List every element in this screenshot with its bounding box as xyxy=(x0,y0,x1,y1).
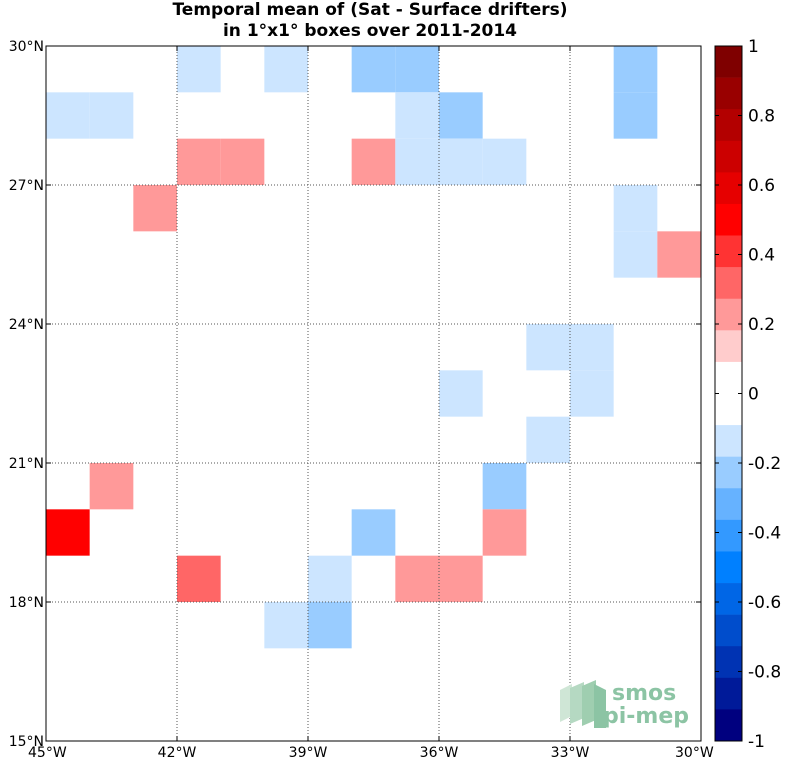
colorbar-bin xyxy=(715,583,742,615)
heatmap-cell xyxy=(482,138,527,185)
heatmap-cell xyxy=(177,46,221,93)
heatmap-cell xyxy=(482,509,527,556)
colorbar-bin xyxy=(715,140,742,173)
colorbar-bin xyxy=(715,109,742,142)
heatmap-cell xyxy=(613,185,658,232)
heatmap-cell xyxy=(351,138,396,185)
heatmap-cell xyxy=(482,463,527,510)
x-axis: 45°W 42°W 39°W 36°W 33°W 30°W xyxy=(28,46,714,760)
colorbar-bin xyxy=(715,425,742,457)
colorbar-tick-label: 0 xyxy=(748,385,759,405)
plot-frame xyxy=(45,45,702,742)
colorbar-tick-label: 0.6 xyxy=(748,176,775,196)
heatmap-cell xyxy=(264,46,308,93)
heatmap-cell xyxy=(439,92,483,139)
y-tick-label: 24°N xyxy=(9,317,44,333)
colorbar-bin xyxy=(715,267,742,300)
smos-pimep-logo: smos pi-mep xyxy=(560,680,689,729)
heatmap-cell xyxy=(46,92,90,139)
y-tick-label: 27°N xyxy=(9,178,44,194)
colorbar-bin xyxy=(715,519,742,552)
x-tick-label: 42°W xyxy=(158,745,197,760)
chart-subtitle: in 1°x1° boxes over 2011-2014 xyxy=(222,21,518,41)
colorbar-bin xyxy=(715,172,742,205)
colorbar-bin xyxy=(715,488,742,521)
logo-icon xyxy=(560,680,606,728)
heatmap-cell xyxy=(264,602,308,649)
heatmap-cell xyxy=(613,231,658,278)
chart-title: Temporal mean of (Sat - Surface drifters… xyxy=(172,0,568,20)
heatmap-cell xyxy=(439,138,483,185)
colorbar-bin xyxy=(715,361,742,394)
heatmap-cell xyxy=(133,185,177,232)
y-tick-label: 18°N xyxy=(9,595,44,611)
colorbar-bin xyxy=(715,456,742,489)
colorbar-tick-label: -0.8 xyxy=(748,663,781,683)
y-axis: 15°N 18°N 21°N 24°N 27°N 30°N xyxy=(9,39,701,750)
heatmap-cell xyxy=(613,92,658,139)
heatmap-cell xyxy=(439,555,483,602)
heatmap-cell xyxy=(220,138,265,185)
x-tick-label: 33°W xyxy=(551,745,590,760)
colorbar-tick-label: 0.4 xyxy=(748,246,775,266)
heatmap-cell xyxy=(526,416,570,463)
heatmap-cell xyxy=(177,555,221,602)
grid-lines xyxy=(46,46,701,741)
heatmap-cell xyxy=(89,463,134,510)
colorbar-bin xyxy=(715,298,742,331)
heatmap-cell xyxy=(526,324,570,371)
heatmap-cell xyxy=(395,555,439,602)
heatmap-cell xyxy=(308,602,352,649)
heatmap-cell xyxy=(308,555,352,602)
colorbar-bin xyxy=(715,203,742,236)
x-tick-label: 45°W xyxy=(28,745,67,760)
colorbar: 1 0.8 0.6 0.4 0.2 0 -0.2 -0.4 -0.6 -0.8 -1 xyxy=(714,37,781,752)
heatmap-cell xyxy=(613,46,658,93)
y-tick-label: 15°N xyxy=(9,734,44,750)
x-tick-label: 39°W xyxy=(289,745,328,760)
colorbar-bin xyxy=(715,77,742,110)
colorbar-bin xyxy=(715,330,742,363)
colorbar-tick-label: -0.4 xyxy=(748,524,781,544)
heatmap-cells xyxy=(46,46,701,649)
colorbar-tick-label: -0.2 xyxy=(748,454,781,474)
heatmap-cell xyxy=(351,46,396,93)
x-tick-label: 30°W xyxy=(675,745,714,760)
heatmap-cell xyxy=(439,370,483,417)
colorbar-tick-label: 0.2 xyxy=(748,315,775,335)
logo-line1: smos xyxy=(612,681,676,706)
colorbar-bin xyxy=(715,235,742,268)
colorbar-bin xyxy=(715,46,742,78)
colorbar-bin xyxy=(715,614,742,647)
heatmap-cell xyxy=(395,138,439,185)
heatmap-cell xyxy=(395,92,439,139)
y-tick-label: 30°N xyxy=(9,39,44,55)
colorbar-bin xyxy=(715,677,742,710)
logo-line2: pi-mep xyxy=(603,704,689,729)
heatmap-cell xyxy=(657,231,701,278)
heatmap-cell xyxy=(395,46,439,93)
heatmap-cell xyxy=(570,370,614,417)
colorbar-bin xyxy=(715,393,742,426)
x-tick-label: 36°W xyxy=(420,745,459,760)
colorbar-tick-label: 0.8 xyxy=(748,107,775,127)
heatmap-cell xyxy=(177,138,221,185)
y-tick-label: 21°N xyxy=(9,456,44,472)
heatmap-cell xyxy=(570,324,614,371)
colorbar-tick-label: -1 xyxy=(748,732,765,752)
colorbar-bin xyxy=(715,551,742,584)
heatmap-cell xyxy=(46,509,90,556)
heatmap-cell xyxy=(89,92,134,139)
colorbar-bin xyxy=(715,709,742,742)
heatmap-cell xyxy=(351,509,396,556)
colorbar-bin xyxy=(715,646,742,679)
colorbar-tick-label: 1 xyxy=(748,37,759,57)
colorbar-tick-label: -0.6 xyxy=(748,593,781,613)
